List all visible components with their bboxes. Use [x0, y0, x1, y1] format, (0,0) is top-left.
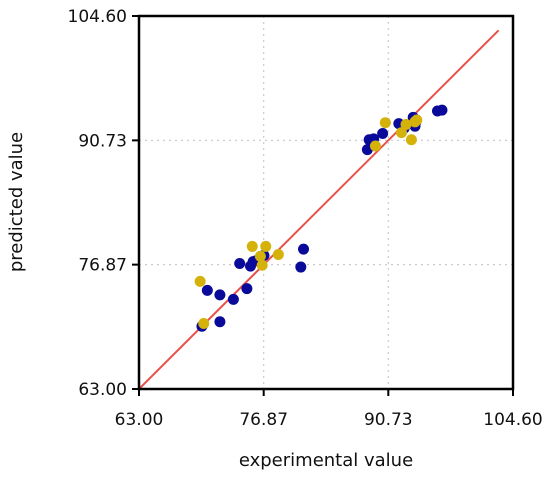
grid-lines — [139, 16, 513, 389]
x-tick-label: 104.60 — [483, 410, 542, 430]
x-tick-label: 90.73 — [364, 410, 413, 430]
data-point — [396, 127, 408, 139]
y-tick-labels: 63.00 76.87 90.73 104.60 — [68, 7, 127, 400]
data-point — [214, 289, 226, 301]
data-point — [400, 118, 412, 130]
y-tick-label: 104.60 — [68, 7, 127, 27]
reference-line-layer — [138, 29, 500, 390]
data-point — [254, 250, 266, 262]
data-point — [369, 140, 381, 152]
tick-marks — [132, 15, 514, 396]
data-point — [411, 114, 423, 126]
reference-line — [138, 29, 500, 390]
data-point — [198, 318, 210, 330]
y-tick-label: 90.73 — [78, 131, 127, 151]
data-point — [298, 243, 310, 255]
data-point — [241, 283, 253, 295]
x-tick-label: 76.87 — [239, 410, 288, 430]
y-tick-label: 76.87 — [78, 256, 127, 276]
data-point — [246, 240, 258, 252]
data-point — [436, 104, 448, 116]
data-point — [194, 275, 206, 287]
data-point — [214, 316, 226, 328]
data-point — [256, 259, 268, 271]
data-points — [194, 104, 448, 332]
x-tick-label: 63.00 — [115, 410, 164, 430]
data-point — [201, 284, 213, 296]
data-point — [379, 117, 391, 129]
data-point — [377, 127, 389, 139]
data-point — [295, 261, 307, 273]
x-axis-title: experimental value — [239, 450, 413, 471]
y-axis-title: predicted value — [6, 132, 27, 272]
y-tick-label: 63.00 — [78, 380, 127, 400]
data-point — [227, 293, 239, 305]
data-point — [234, 257, 246, 269]
plot-frame — [137, 14, 515, 391]
data-point — [272, 249, 284, 261]
data-point — [260, 240, 272, 252]
x-tick-labels: 63.00 76.87 90.73 104.60 — [115, 410, 543, 430]
data-point — [405, 134, 417, 146]
